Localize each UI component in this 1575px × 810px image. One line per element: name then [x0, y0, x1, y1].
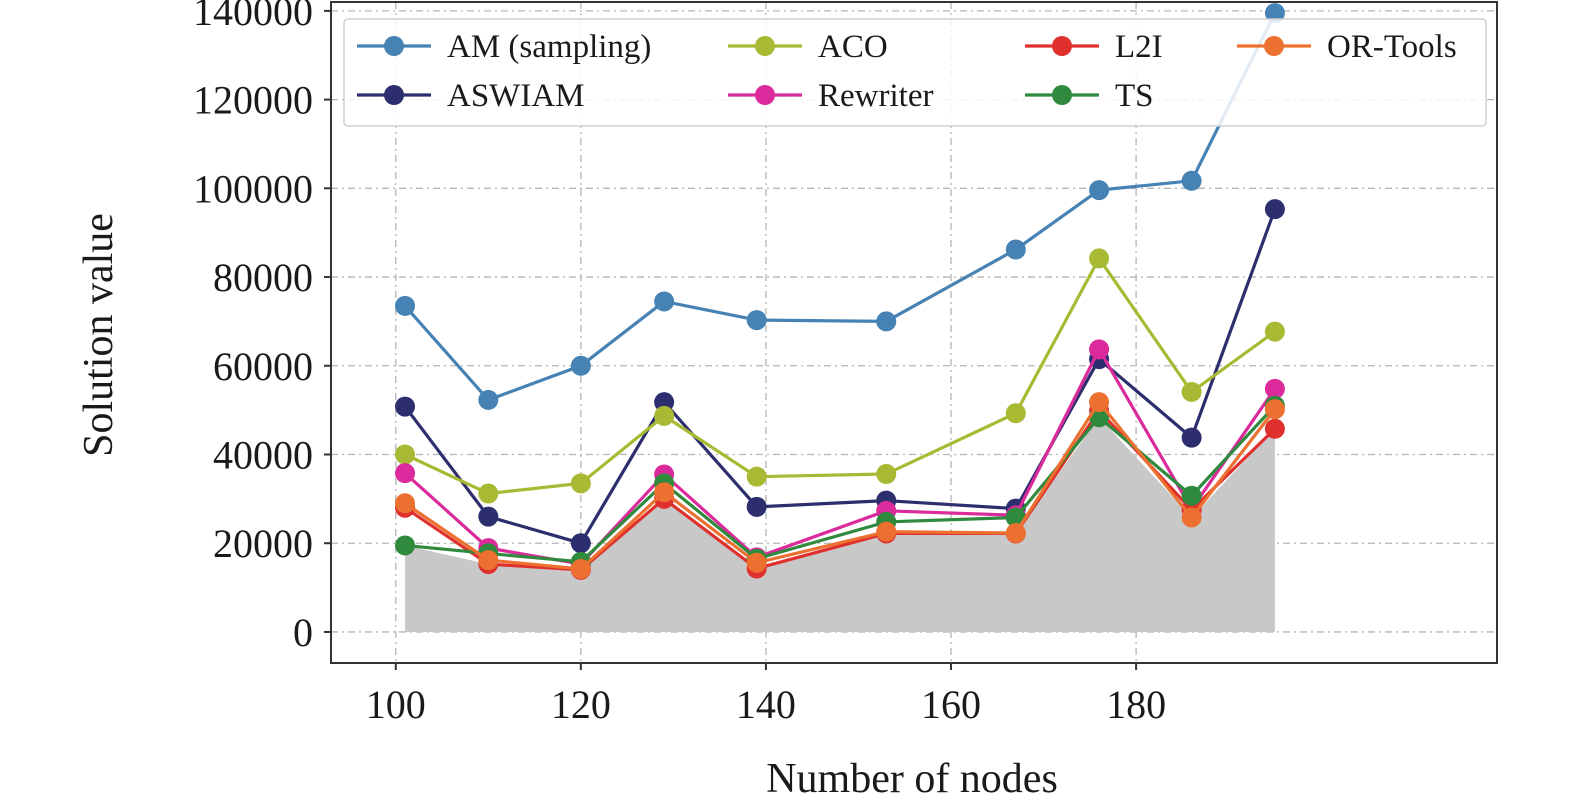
- data-point-am-sampling: [746, 310, 767, 331]
- series-line-or-tools: [404, 399, 1277, 571]
- x-axis-title: Number of nodes: [766, 756, 1058, 802]
- data-point-or-tools: [395, 493, 416, 514]
- series-line-ts: [404, 404, 1277, 564]
- data-point-am-sampling: [654, 291, 675, 312]
- data-point-aco: [570, 473, 591, 494]
- legend-swatch-marker: [384, 85, 404, 105]
- data-point-or-tools: [1089, 392, 1110, 413]
- legend-item-am-sampling: AM (sampling): [357, 29, 651, 65]
- data-point-am-sampling: [876, 311, 897, 332]
- legend-label: TS: [1115, 78, 1154, 114]
- data-point-aco: [1181, 381, 1202, 402]
- data-point-aco: [746, 466, 767, 487]
- data-point-aco: [654, 405, 675, 426]
- data-point-am-sampling: [478, 389, 499, 410]
- legend-swatch-marker: [1264, 36, 1284, 56]
- legend-swatch-marker: [755, 85, 775, 105]
- data-point-am-sampling: [1005, 239, 1026, 260]
- x-tick-label: 180: [1106, 682, 1166, 727]
- data-point-or-tools: [570, 558, 591, 579]
- legend-swatch-marker: [755, 36, 775, 56]
- data-point-or-tools: [1264, 399, 1285, 420]
- legend-item-rewriter: Rewriter: [728, 78, 933, 114]
- legend-swatch-marker: [1052, 85, 1072, 105]
- series-line-am-sampling: [403, 12, 1277, 402]
- legend-item-l2i: L2I: [1025, 29, 1163, 65]
- x-axis-ticks: 100 120 140 160 180: [366, 663, 1166, 727]
- data-point-aco: [1089, 248, 1110, 269]
- data-point-rewriter: [1264, 378, 1285, 399]
- data-point-am-sampling: [1089, 180, 1110, 201]
- legend-label: L2I: [1115, 29, 1163, 65]
- data-point-l2i: [1264, 418, 1285, 439]
- series-lines: [395, 3, 1285, 580]
- series-or-tools: [395, 392, 1285, 579]
- x-tick-label: 160: [921, 682, 981, 727]
- y-axis-ticks: 0 20000 40000 60000 80000 100000 120000 140000: [193, 0, 331, 655]
- data-point-ts: [1181, 485, 1202, 506]
- data-point-am-sampling: [1264, 3, 1285, 24]
- plot-frame: [330, 1, 1498, 664]
- legend-swatch-marker: [384, 36, 404, 56]
- data-point-aswiam: [1264, 199, 1285, 220]
- data-point-or-tools: [876, 521, 897, 542]
- y-tick-label: 80000: [213, 255, 313, 300]
- series-line-aco: [404, 255, 1276, 496]
- data-point-aco: [478, 483, 499, 504]
- series-line-aswiam: [403, 208, 1277, 546]
- data-point-aco: [395, 444, 416, 465]
- data-point-aswiam: [654, 392, 675, 413]
- legend-label: AM (sampling): [447, 29, 651, 65]
- y-tick-label: 100000: [193, 166, 313, 211]
- data-point-aswiam: [478, 506, 499, 527]
- legend-item-ts: TS: [1025, 78, 1154, 114]
- data-point-aco: [876, 464, 897, 485]
- data-point-aswiam: [746, 496, 767, 517]
- x-tick-label: 140: [736, 682, 796, 727]
- y-tick-label: 0: [293, 610, 313, 655]
- legend-item-or-tools: OR-Tools: [1237, 29, 1457, 65]
- data-point-or-tools: [654, 482, 675, 503]
- legend-box: [343, 18, 1487, 127]
- data-point-or-tools: [478, 550, 499, 571]
- data-point-ts: [395, 535, 416, 556]
- data-point-aswiam: [1181, 427, 1202, 448]
- data-point-aco: [1264, 321, 1285, 342]
- data-point-aswiam: [395, 396, 416, 417]
- legend-swatch-marker: [1052, 36, 1072, 56]
- y-tick-label: 60000: [213, 344, 313, 389]
- x-tick-label: 100: [366, 682, 426, 727]
- x-tick-label: 120: [551, 682, 611, 727]
- legend-label: OR-Tools: [1327, 29, 1457, 65]
- data-point-or-tools: [1181, 507, 1202, 528]
- legend-label: ASWIAM: [447, 78, 585, 114]
- data-point-am-sampling: [395, 295, 416, 316]
- data-point-am-sampling: [1181, 170, 1202, 191]
- legend-item-aco: ACO: [728, 29, 888, 65]
- data-point-rewriter: [395, 463, 416, 484]
- legend-label: ACO: [818, 29, 888, 65]
- y-axis-title: Solution value: [76, 213, 122, 457]
- data-point-or-tools: [1005, 523, 1026, 544]
- series-am-sampling: [395, 3, 1285, 410]
- data-point-aswiam: [570, 533, 591, 554]
- legend-item-aswiam: ASWIAM: [357, 78, 585, 114]
- legend-label: Rewriter: [818, 78, 933, 114]
- data-point-aco: [1005, 403, 1026, 424]
- y-tick-label: 20000: [213, 521, 313, 566]
- y-tick-label: 40000: [213, 432, 313, 477]
- y-tick-label: 140000: [193, 0, 313, 34]
- data-point-rewriter: [1089, 339, 1110, 360]
- data-point-am-sampling: [570, 355, 591, 376]
- legend: AM (sampling) ACO L2I OR-Tools ASWIAM Rewrite…: [343, 18, 1487, 127]
- series-aco: [395, 248, 1285, 504]
- best-solution-shaded-area: [405, 417, 1275, 632]
- data-point-or-tools: [746, 552, 767, 573]
- y-tick-label: 120000: [193, 78, 313, 123]
